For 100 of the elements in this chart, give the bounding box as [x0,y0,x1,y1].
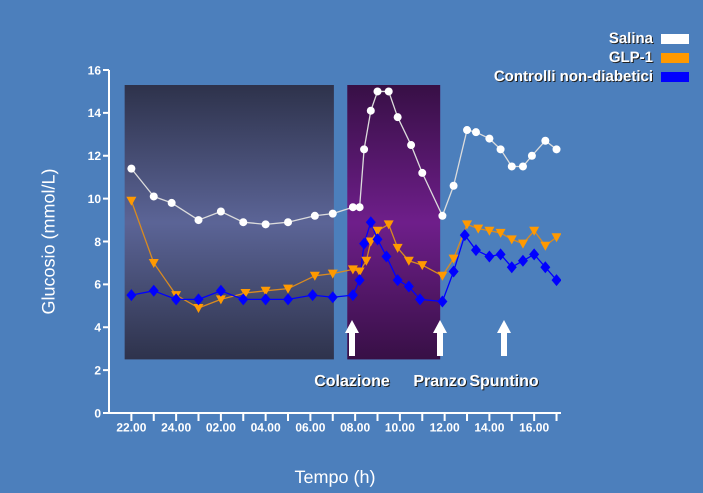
point [308,289,318,302]
point [126,196,136,206]
point [472,128,480,136]
point [366,216,376,228]
point [354,268,365,277]
point [361,256,372,266]
point [194,293,204,306]
point [216,284,226,297]
point [496,145,505,154]
point [148,284,159,297]
point [348,203,357,212]
point [540,261,550,274]
point [448,254,459,264]
legend-label: Salina [608,30,653,47]
point [417,261,428,270]
point [508,162,516,170]
point [518,254,528,267]
point [240,288,250,298]
y-tick-label: 12 [88,149,102,164]
point [462,220,472,230]
point [384,220,394,230]
point [328,270,338,279]
point [484,250,494,263]
point [260,293,271,306]
point [283,284,294,294]
point [372,233,383,246]
point [529,248,540,260]
legend-label: GLP-1 [608,49,653,66]
point [127,164,136,173]
point [518,240,528,249]
annotation: Pranzo [413,373,467,390]
point [506,235,517,244]
point [171,293,182,306]
point [485,134,494,143]
legend-label: Controlli non-diabetici [494,68,653,85]
x-axis-title: Tempo (h) [294,467,376,487]
annotation: Spuntino [469,373,539,390]
point [529,226,540,236]
point [506,261,517,274]
point [150,192,158,200]
point [418,168,426,177]
point [283,293,294,306]
point [404,280,414,293]
point [552,145,561,154]
point [356,203,364,212]
point [262,220,270,228]
x-tick-label: 24.00 [161,420,192,435]
x-tick-label: 16.00 [519,420,550,435]
point [366,106,375,115]
point [194,216,203,224]
x-tick-label: 10.00 [384,420,416,435]
point [359,238,370,250]
point [310,212,319,220]
x-tick-label: 14.00 [474,420,505,435]
point [552,274,561,286]
y-tick-label: 8 [94,234,102,249]
x-tick-label: 22.00 [116,420,147,435]
point [310,272,320,281]
point [360,145,368,154]
point [354,274,365,286]
point [328,210,337,218]
point [216,295,226,304]
point [460,229,470,242]
point [381,250,392,263]
point [473,224,484,234]
point [450,182,458,190]
x-tick-label: 08.00 [340,420,370,435]
point [348,289,358,302]
point [484,226,494,236]
point [126,289,136,302]
y-tick-label: 10 [88,192,102,206]
point [238,293,248,306]
point [438,212,446,220]
point [404,256,414,266]
point [392,274,403,286]
point [384,87,393,96]
point [394,113,402,122]
y-tick-label: 0 [94,406,102,420]
y-tick-label: 14 [88,106,102,120]
point [148,258,159,268]
point [239,218,248,226]
point [328,291,338,304]
y-tick-label: 6 [94,278,102,292]
x-tick-label: 02.00 [206,420,236,435]
point [348,265,358,274]
point [194,304,204,313]
point [518,162,527,170]
point [216,207,225,216]
x-tick-label: 04.00 [250,420,281,435]
point [392,244,403,253]
point [168,198,176,207]
point [541,136,550,145]
y-tick-label: 2 [94,363,102,378]
point [496,228,506,238]
point [407,141,416,150]
point [528,152,536,160]
x-tick-label: 06.00 [295,420,326,435]
point [260,286,271,296]
point [415,293,426,306]
point [284,218,292,226]
